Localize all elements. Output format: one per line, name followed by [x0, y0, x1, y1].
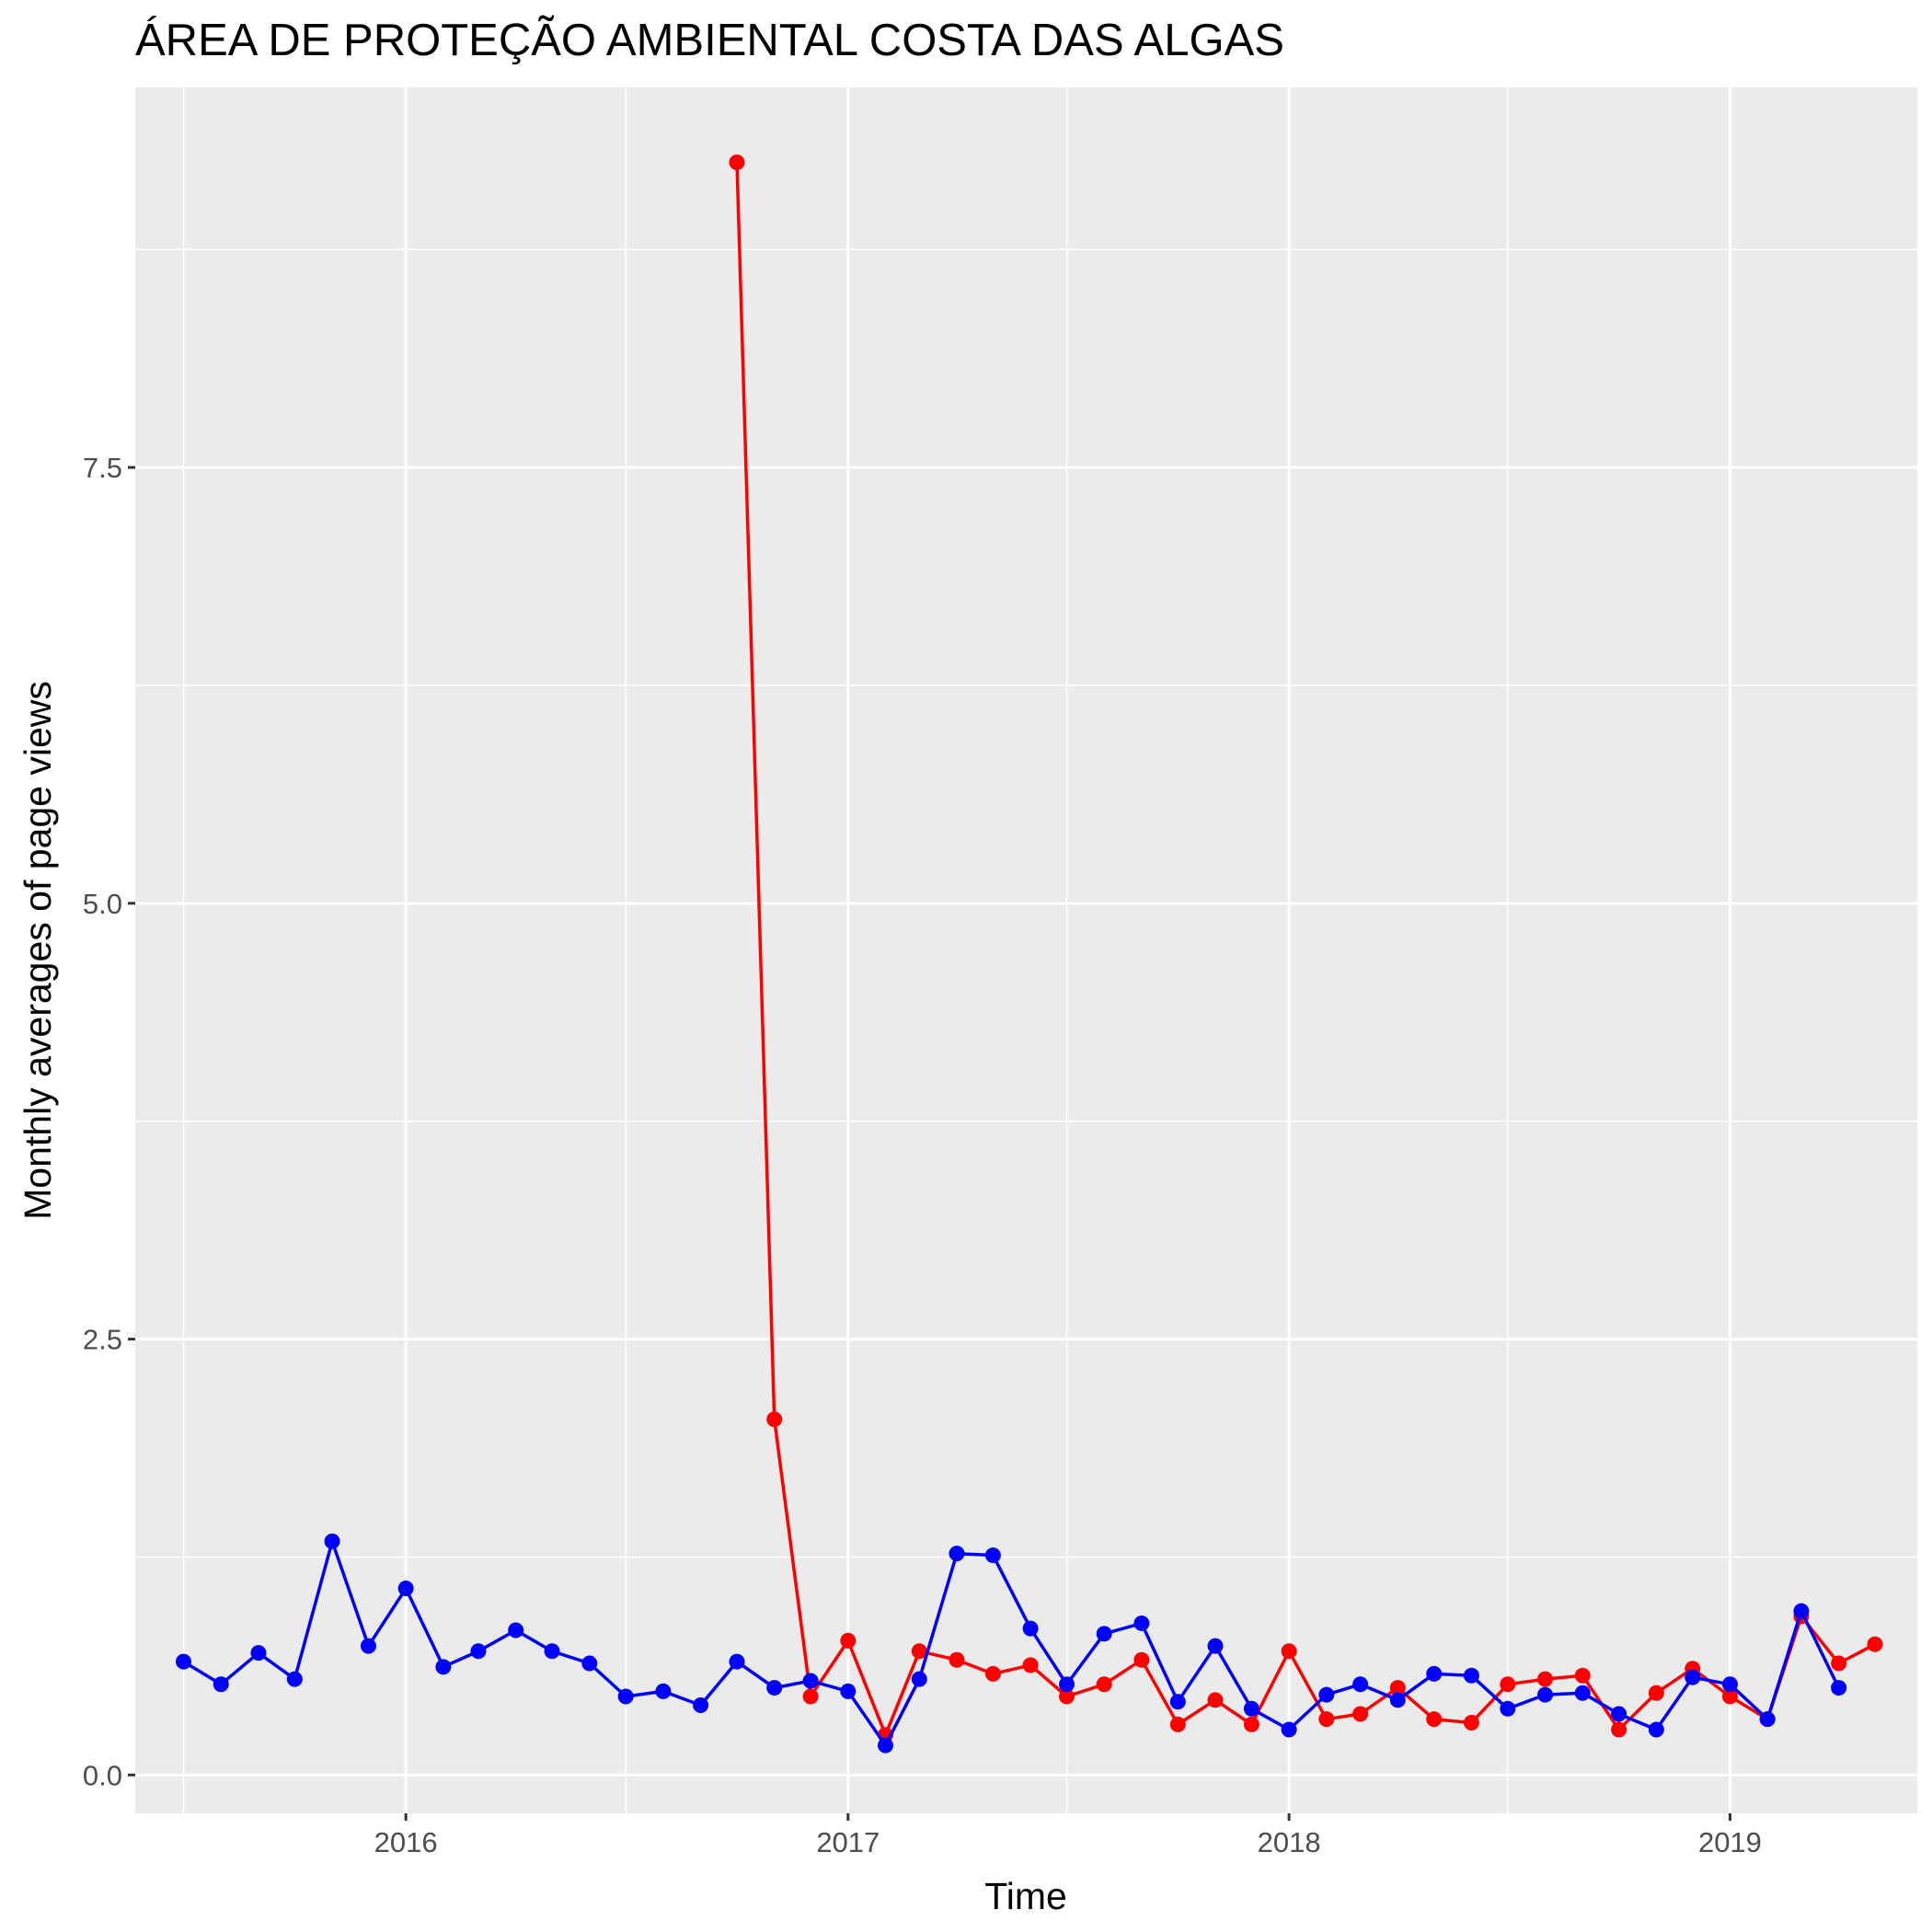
series-1-point: [1169, 1716, 1186, 1732]
series-2-line: [182, 1539, 1841, 1747]
x-tick-label: 2019: [1698, 1826, 1762, 1858]
series-1-point: [1058, 1688, 1075, 1705]
x-tick-label: 2018: [1258, 1826, 1321, 1858]
series-1-point: [766, 1411, 783, 1428]
gridlines: [135, 87, 1917, 1813]
series-2-point: [1500, 1700, 1516, 1717]
series-2: [176, 1533, 1847, 1754]
chart-title: ÁREA DE PROTEÇÃO AMBIENTAL COSTA DAS ALG…: [135, 16, 1284, 65]
series-1-point: [984, 1665, 1001, 1682]
series-2-point: [435, 1659, 452, 1675]
series-1-point: [1537, 1671, 1554, 1687]
series-1-point: [1463, 1714, 1479, 1731]
series-2-point: [581, 1655, 598, 1672]
series-1-point: [1611, 1721, 1627, 1738]
series-2-point: [1096, 1626, 1112, 1642]
series-2-point: [1721, 1676, 1738, 1693]
series-2-point: [213, 1676, 229, 1693]
series-2-point: [1537, 1686, 1554, 1703]
series-2-point: [693, 1697, 709, 1714]
series-2-point: [878, 1737, 894, 1754]
series-layer: [176, 154, 1883, 1754]
series-1-point: [1096, 1676, 1112, 1693]
series-1-point: [1721, 1688, 1738, 1705]
series-2-point: [1389, 1692, 1406, 1708]
x-tick-label: 2016: [374, 1826, 438, 1858]
series-1-point: [1281, 1643, 1297, 1660]
y-axis-title: Monthly averages of page views: [17, 681, 59, 1220]
x-axis: 2016 2017 2018 2019: [374, 1813, 1762, 1858]
series-2-point: [1207, 1638, 1224, 1654]
series-2-point: [840, 1683, 857, 1699]
series-2-point: [1243, 1700, 1259, 1717]
series-1-point: [729, 154, 745, 170]
series-2-point: [1318, 1686, 1335, 1703]
y-tick-label: 7.5: [83, 452, 122, 484]
series-1-point: [911, 1643, 927, 1660]
series-1-point: [1831, 1655, 1847, 1672]
series-2-point: [1648, 1721, 1664, 1738]
series-2-point: [360, 1638, 376, 1654]
series-2-point: [1133, 1615, 1150, 1631]
series-1-point: [1648, 1685, 1664, 1701]
series-2-point: [1759, 1711, 1776, 1728]
x-axis-title: Time: [984, 1875, 1067, 1917]
series-2-point: [617, 1688, 634, 1705]
y-axis: 0.0 2.5 5.0 7.5: [83, 452, 135, 1791]
series-2-point: [286, 1671, 303, 1687]
y-tick-label: 0.0: [83, 1759, 122, 1791]
series-2-point: [1058, 1676, 1075, 1693]
series-1-point: [1022, 1657, 1039, 1673]
series-1-point: [1426, 1711, 1443, 1728]
series-2-point: [1685, 1669, 1701, 1685]
series-2-point: [397, 1581, 414, 1597]
series-2-point: [911, 1671, 927, 1687]
series-2-point: [1831, 1680, 1847, 1696]
series-2-point: [766, 1680, 783, 1696]
series-2-point: [1611, 1706, 1627, 1722]
series-2-point: [1281, 1721, 1297, 1738]
series-2-point: [1022, 1620, 1039, 1637]
series-1-point: [1352, 1706, 1369, 1722]
y-tick-label: 5.0: [83, 888, 122, 920]
series-2-point: [544, 1643, 560, 1660]
series-2-point: [324, 1533, 340, 1549]
series-2-point: [1169, 1694, 1186, 1710]
series-2-point: [508, 1622, 524, 1639]
series-1-point: [949, 1651, 965, 1668]
series-2-point: [802, 1673, 819, 1689]
series-1-point: [1867, 1636, 1883, 1652]
x-tick-label: 2017: [816, 1826, 880, 1858]
series-1-point: [840, 1632, 857, 1649]
series-1-point: [1207, 1692, 1224, 1708]
series-1-point: [1574, 1667, 1591, 1684]
plot-panel: [135, 87, 1917, 1813]
series-2-point: [729, 1653, 745, 1670]
series-2-point: [1463, 1667, 1479, 1684]
series-2-point: [655, 1683, 672, 1699]
series-1-point: [1133, 1651, 1150, 1668]
series-1-point: [1500, 1676, 1516, 1693]
series-1-point: [802, 1688, 819, 1705]
series-2-point: [1574, 1685, 1591, 1701]
series-1-point: [1243, 1716, 1259, 1732]
series-1-point: [1318, 1711, 1335, 1728]
series-2-point: [1352, 1676, 1369, 1693]
series-1-point: [1389, 1680, 1406, 1696]
series-2-point: [1793, 1603, 1810, 1619]
series-2-point: [250, 1645, 267, 1662]
series-2-point: [984, 1547, 1001, 1564]
series-2-point: [1426, 1665, 1443, 1682]
series-2-point: [949, 1546, 965, 1562]
y-tick-label: 2.5: [83, 1324, 122, 1356]
series-2-point: [470, 1643, 487, 1660]
series-2-point: [176, 1653, 192, 1670]
